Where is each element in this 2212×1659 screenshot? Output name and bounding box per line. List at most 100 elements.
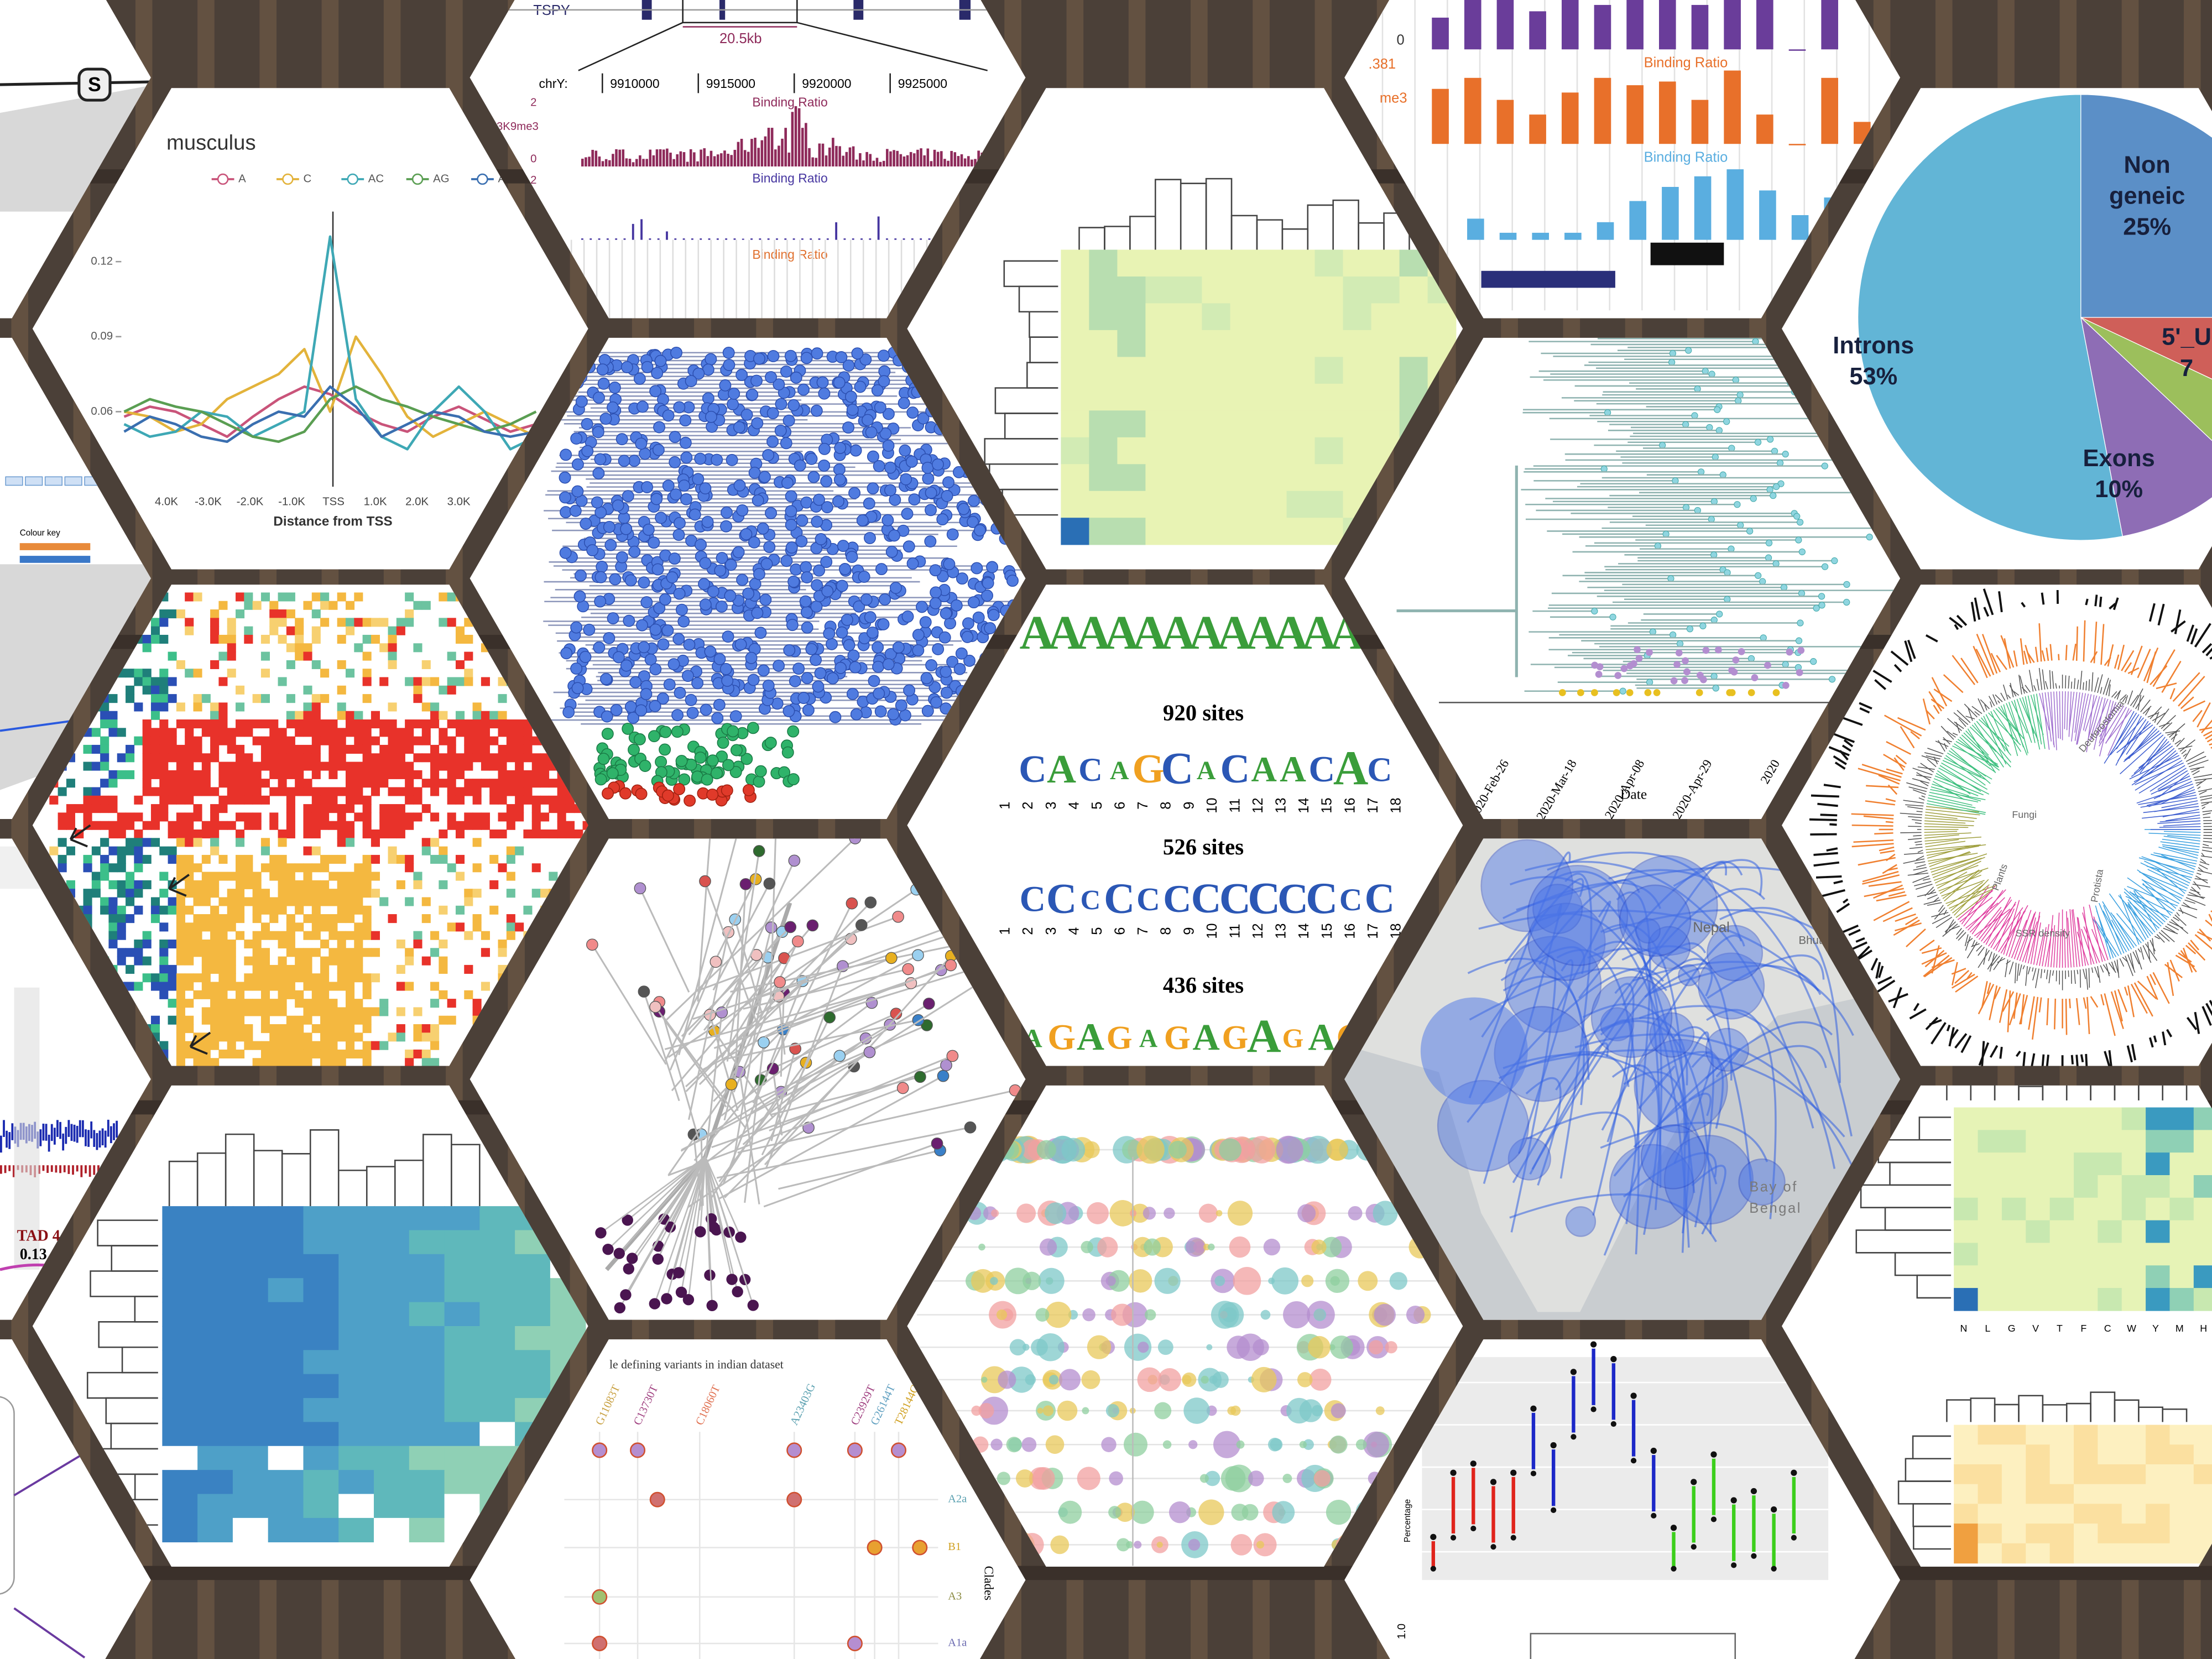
coverage [818,143,821,167]
clade-branch [2131,753,2178,786]
heat-cell [515,770,524,779]
heat-cell [185,1024,194,1034]
heat-cell [210,964,220,974]
ring-tick [2121,650,2135,671]
ring-tick [2117,989,2128,1013]
tip [593,392,605,404]
heat-cell [464,651,473,661]
ring-tick [1910,731,1920,739]
heat-cell [286,1032,295,1042]
heat-cell [303,872,312,881]
tip [679,436,692,449]
heat-cell [286,880,295,889]
heat-cell [260,592,270,602]
heat-cell [176,770,185,779]
bar [1499,232,1517,240]
heat-cell [1089,357,1118,384]
heat-cell [108,922,118,932]
tip [842,359,855,372]
heat-cell [278,592,287,602]
heat-cell [337,702,346,712]
tip [612,499,624,512]
logo-letter: G [1164,1019,1191,1057]
heat-cell [295,744,304,754]
heat-cell [1230,383,1259,411]
heat-cell [134,838,143,847]
ring-tick [1848,928,1861,936]
tip [698,578,711,591]
ring-tick [2008,961,2014,975]
heat-cell [311,736,321,745]
tip [571,485,584,498]
heat-cell [142,821,152,830]
heat-cell [260,964,270,974]
heat-cell [311,592,321,602]
heat-cell [176,1024,185,1034]
ring-tick [2201,855,2212,859]
clade-branch [1931,853,1987,873]
heat-cell [489,854,499,864]
position-label: 14 [1296,797,1312,813]
ring-tick [1931,1022,1947,1045]
branch [680,1024,891,1152]
heat-cell [346,787,355,796]
clade-branch [2089,904,2103,962]
heat-cell [227,889,236,898]
heat-cell [159,922,169,932]
heat-cell [337,812,346,822]
heat-cell [346,897,355,906]
ring-tick [1916,811,1923,812]
heat-cell [455,753,465,763]
coverage [691,238,693,240]
x-tick-label: -3.0K [195,496,222,508]
tip [601,710,613,723]
ring-tick [2180,696,2194,709]
logo-letter: G [1282,1023,1304,1053]
clade-branch [2077,917,2086,966]
clade-branch [2111,919,2130,951]
tip [662,409,675,422]
coverage [666,148,669,167]
tip [1694,507,1701,514]
logo-letter: A [1247,1010,1281,1062]
tip [860,593,873,606]
coverage [740,139,743,167]
tip [1706,424,1713,431]
heat-cell [193,736,202,745]
ring-tick [1909,1008,1927,1020]
heat-cell [185,948,194,957]
tip [682,670,694,682]
ring-tick [1993,957,2003,971]
heat-cell [168,964,177,974]
clade-branch [2059,931,2062,968]
ring-tick [2183,753,2187,757]
tip [706,754,719,767]
tip [823,627,836,640]
tip [930,696,942,708]
heat-cell [236,872,245,881]
heat-cell [58,821,67,830]
tip [622,490,634,503]
heat-cell [498,744,507,754]
tip [885,545,898,558]
heat-cell [362,728,372,737]
coverage [706,156,709,167]
heat-cell [278,931,287,940]
ring-tick [2208,914,2212,936]
tip [792,662,805,675]
heat-cell [295,1032,304,1042]
heat-cell [227,795,236,805]
heat-cell [557,821,566,830]
heat-cell [185,753,194,763]
tip [628,743,640,756]
ring-tick [1976,633,1995,675]
heat-cell [286,694,295,703]
logo-letter: A [1217,606,1252,659]
ring-tick [2192,884,2210,888]
heat-cell [362,973,372,983]
heat-cell [176,1007,185,1016]
ring-tick [2049,644,2053,661]
tip [722,346,735,359]
heat-cell [405,897,414,906]
tip [560,647,573,660]
